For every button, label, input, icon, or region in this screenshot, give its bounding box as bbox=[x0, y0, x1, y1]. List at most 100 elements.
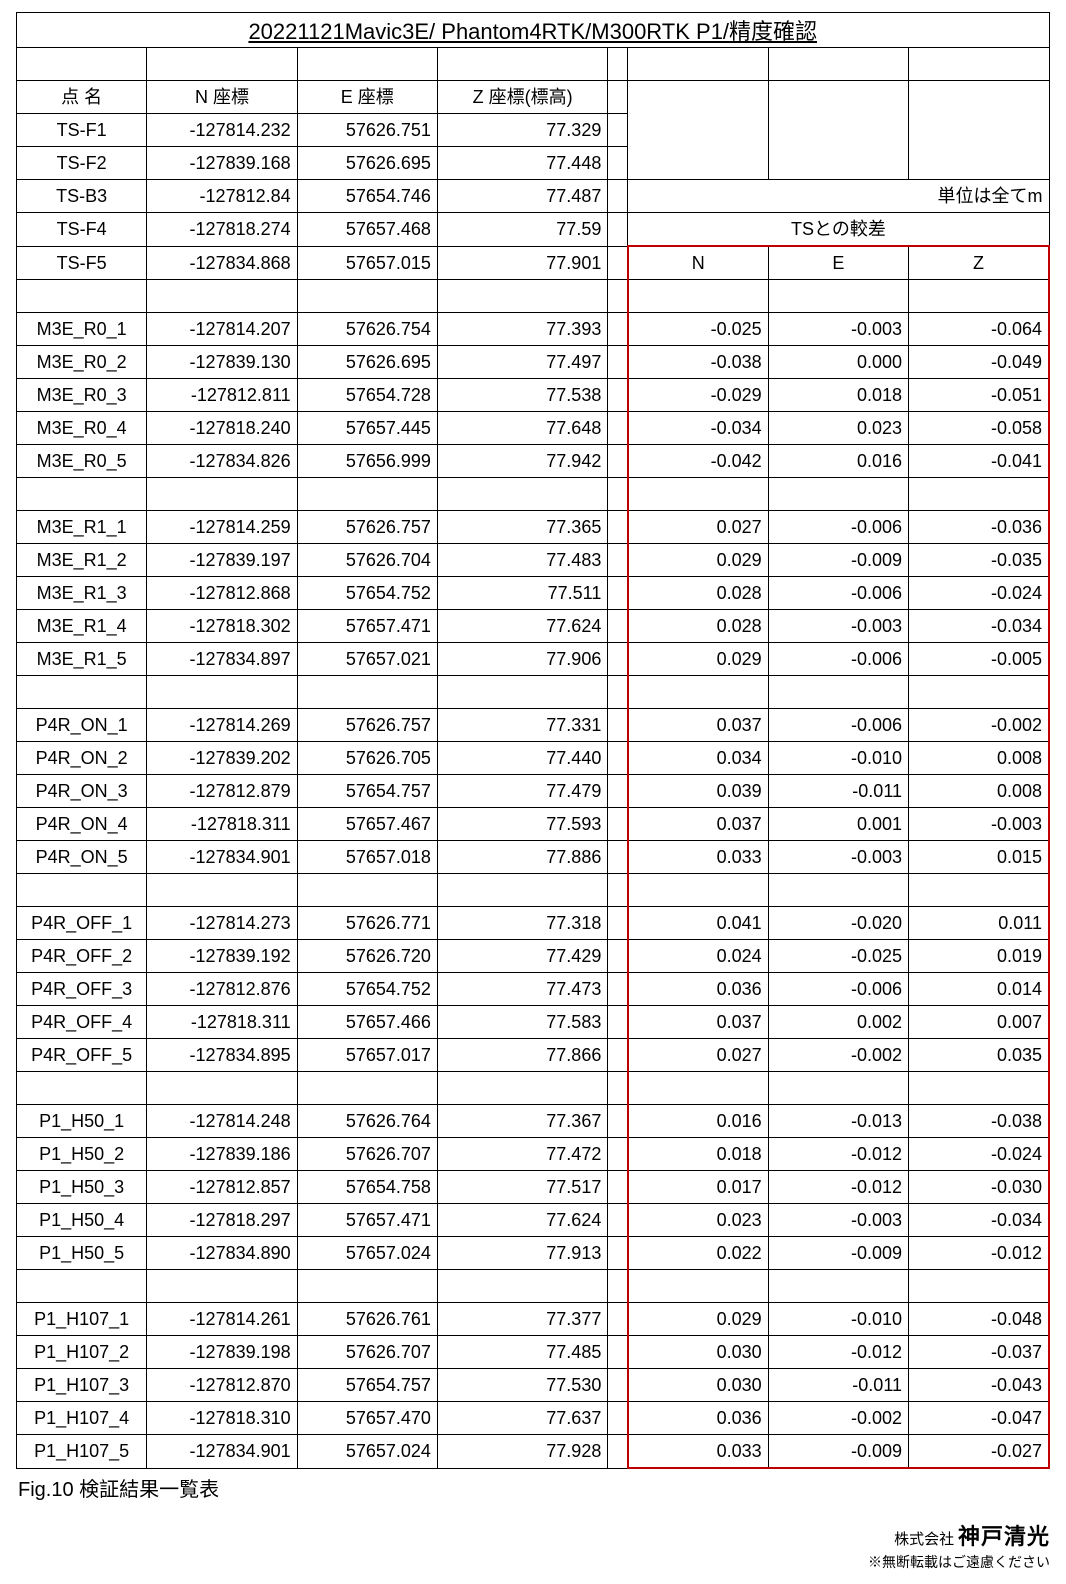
table-row: TS-F2 -127839.168 57626.695 77.448 bbox=[17, 147, 1050, 180]
diff-e: -0.002 bbox=[768, 1039, 908, 1072]
point-name: P1_H107_4 bbox=[17, 1402, 147, 1435]
n-coord: -127834.901 bbox=[147, 841, 297, 874]
z-coord: 77.538 bbox=[437, 379, 607, 412]
z-coord: 77.866 bbox=[437, 1039, 607, 1072]
diff-z: -0.005 bbox=[909, 643, 1050, 676]
diff-e: 0.002 bbox=[768, 1006, 908, 1039]
point-name: P1_H107_2 bbox=[17, 1336, 147, 1369]
diff-col-n: N bbox=[628, 246, 768, 280]
diff-e: 0.016 bbox=[768, 445, 908, 478]
diff-z: -0.035 bbox=[909, 544, 1050, 577]
n-coord: -127818.274 bbox=[147, 213, 297, 247]
n-coord: -127812.84 bbox=[147, 180, 297, 213]
table-row: P1_H50_5 -127834.890 57657.024 77.913 0.… bbox=[17, 1237, 1050, 1270]
point-name: P4R_OFF_3 bbox=[17, 973, 147, 1006]
diff-z: -0.034 bbox=[909, 610, 1050, 643]
diff-z: 0.008 bbox=[909, 775, 1050, 808]
company-prefix: 株式会社 bbox=[894, 1531, 954, 1548]
z-coord: 77.511 bbox=[437, 577, 607, 610]
diff-col-z: Z bbox=[909, 246, 1050, 280]
diff-n: -0.029 bbox=[628, 379, 768, 412]
point-name: M3E_R1_5 bbox=[17, 643, 147, 676]
diff-z: -0.037 bbox=[909, 1336, 1050, 1369]
n-coord: -127812.868 bbox=[147, 577, 297, 610]
z-coord: 77.429 bbox=[437, 940, 607, 973]
diff-z: -0.047 bbox=[909, 1402, 1050, 1435]
diff-n: 0.041 bbox=[628, 907, 768, 940]
n-coord: -127818.302 bbox=[147, 610, 297, 643]
e-coord: 57654.728 bbox=[297, 379, 437, 412]
diff-e: -0.009 bbox=[768, 544, 908, 577]
z-coord: 77.648 bbox=[437, 412, 607, 445]
diff-n: 0.039 bbox=[628, 775, 768, 808]
figure-caption: Fig.10 検証結果一覧表 bbox=[16, 1469, 1050, 1504]
sheet: 20221121Mavic3E/ Phantom4RTK/M300RTK P1/… bbox=[16, 12, 1050, 1572]
n-coord: -127834.895 bbox=[147, 1039, 297, 1072]
diff-e: -0.006 bbox=[768, 577, 908, 610]
point-name: P1_H50_3 bbox=[17, 1171, 147, 1204]
col-e: E 座標 bbox=[297, 81, 437, 114]
e-coord: 57657.467 bbox=[297, 808, 437, 841]
diff-e: -0.006 bbox=[768, 643, 908, 676]
n-coord: -127818.310 bbox=[147, 1402, 297, 1435]
z-coord: 77.906 bbox=[437, 643, 607, 676]
diff-n: 0.027 bbox=[628, 511, 768, 544]
table-row: P4R_ON_3 -127812.879 57654.757 77.479 0.… bbox=[17, 775, 1050, 808]
n-coord: -127812.857 bbox=[147, 1171, 297, 1204]
e-coord: 57657.021 bbox=[297, 643, 437, 676]
e-coord: 57626.720 bbox=[297, 940, 437, 973]
n-coord: -127839.202 bbox=[147, 742, 297, 775]
point-name: M3E_R0_5 bbox=[17, 445, 147, 478]
z-coord: 77.473 bbox=[437, 973, 607, 1006]
footer: 株式会社 神戸清光 ※無断転載はご遠慮ください bbox=[16, 1504, 1050, 1572]
z-coord: 77.624 bbox=[437, 1204, 607, 1237]
diff-z: -0.038 bbox=[909, 1105, 1050, 1138]
z-coord: 77.928 bbox=[437, 1435, 607, 1469]
diff-e: -0.003 bbox=[768, 841, 908, 874]
table-row: TS-B3 -127812.84 57654.746 77.487 単位は全てm bbox=[17, 180, 1050, 213]
point-name: P1_H50_4 bbox=[17, 1204, 147, 1237]
table-row: P4R_OFF_1 -127814.273 57626.771 77.318 0… bbox=[17, 907, 1050, 940]
point-name: M3E_R0_1 bbox=[17, 313, 147, 346]
e-coord: 57626.705 bbox=[297, 742, 437, 775]
diff-n: 0.029 bbox=[628, 544, 768, 577]
z-coord: 77.365 bbox=[437, 511, 607, 544]
n-coord: -127812.879 bbox=[147, 775, 297, 808]
table-row: P1_H107_4 -127818.310 57657.470 77.637 0… bbox=[17, 1402, 1050, 1435]
n-coord: -127834.901 bbox=[147, 1435, 297, 1469]
diff-e: -0.010 bbox=[768, 1303, 908, 1336]
title-row: 20221121Mavic3E/ Phantom4RTK/M300RTK P1/… bbox=[17, 13, 1050, 48]
diff-e: -0.011 bbox=[768, 775, 908, 808]
point-name: P4R_ON_2 bbox=[17, 742, 147, 775]
point-name: TS-F4 bbox=[17, 213, 147, 247]
diff-e: 0.018 bbox=[768, 379, 908, 412]
table-row: P1_H50_2 -127839.186 57626.707 77.472 0.… bbox=[17, 1138, 1050, 1171]
spacer-row bbox=[17, 280, 1050, 313]
point-name: P4R_ON_4 bbox=[17, 808, 147, 841]
diff-n: 0.027 bbox=[628, 1039, 768, 1072]
z-coord: 77.472 bbox=[437, 1138, 607, 1171]
diff-n: 0.017 bbox=[628, 1171, 768, 1204]
z-coord: 77.517 bbox=[437, 1171, 607, 1204]
diff-z: 0.007 bbox=[909, 1006, 1050, 1039]
diff-e: 0.001 bbox=[768, 808, 908, 841]
n-coord: -127839.168 bbox=[147, 147, 297, 180]
n-coord: -127834.890 bbox=[147, 1237, 297, 1270]
point-name: P1_H107_5 bbox=[17, 1435, 147, 1469]
n-coord: -127814.248 bbox=[147, 1105, 297, 1138]
table-row: M3E_R0_2 -127839.130 57626.695 77.497 -0… bbox=[17, 346, 1050, 379]
e-coord: 57654.752 bbox=[297, 973, 437, 1006]
n-coord: -127834.868 bbox=[147, 246, 297, 280]
point-name: M3E_R0_3 bbox=[17, 379, 147, 412]
table-row: P4R_OFF_2 -127839.192 57626.720 77.429 0… bbox=[17, 940, 1050, 973]
e-coord: 57654.758 bbox=[297, 1171, 437, 1204]
spacer-row bbox=[17, 874, 1050, 907]
e-coord: 57626.751 bbox=[297, 114, 437, 147]
point-name: P4R_OFF_1 bbox=[17, 907, 147, 940]
diff-n: 0.029 bbox=[628, 643, 768, 676]
diff-e: -0.009 bbox=[768, 1237, 908, 1270]
spacer-row bbox=[17, 676, 1050, 709]
n-coord: -127814.207 bbox=[147, 313, 297, 346]
n-coord: -127814.261 bbox=[147, 1303, 297, 1336]
z-coord: 77.485 bbox=[437, 1336, 607, 1369]
